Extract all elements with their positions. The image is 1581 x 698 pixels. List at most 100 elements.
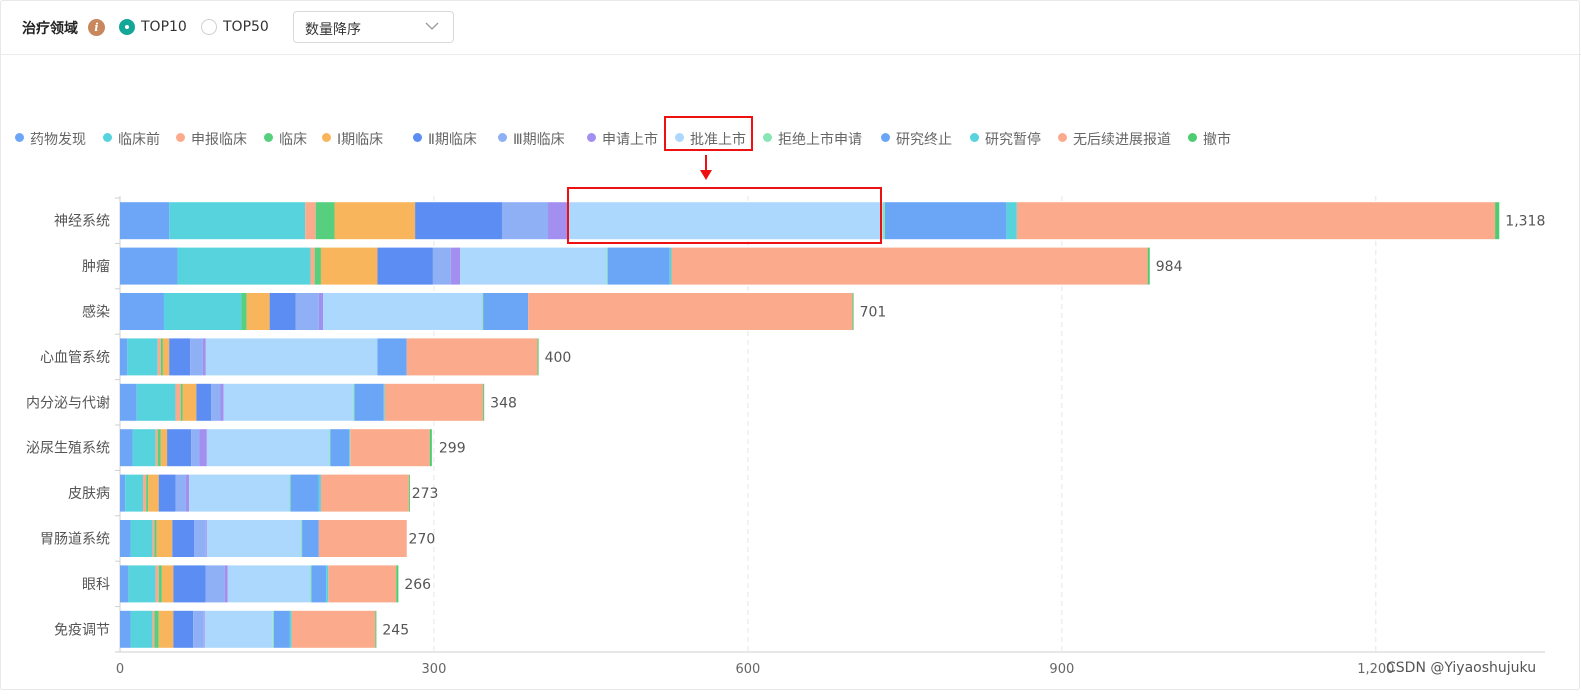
data-label: 348: [490, 395, 517, 411]
bar-segment: [305, 202, 316, 240]
bar-segment: [177, 247, 311, 285]
bar-segment: [143, 474, 147, 512]
data-label: 701: [860, 305, 887, 321]
bar-segment: [120, 247, 178, 285]
legend-label: 研究终止: [896, 132, 952, 148]
radio-top50[interactable]: [201, 19, 217, 35]
y-tick-label: 心血管系统: [40, 350, 110, 366]
bar-segment: [120, 202, 170, 240]
bar-segment: [483, 293, 529, 330]
bar-segment: [291, 610, 376, 648]
legend-label: 拒绝上市申请: [778, 132, 862, 148]
bar-segment: [852, 293, 854, 330]
bar-segment: [211, 383, 221, 421]
data-label: 299: [439, 441, 466, 457]
bar-segment: [148, 474, 159, 512]
bar-segment: [311, 565, 327, 603]
legend-dot-icon: [413, 133, 422, 142]
bar-segment: [175, 383, 181, 421]
legend-label: 无后续进展报道: [1073, 132, 1171, 148]
x-tick-label: 300: [422, 662, 447, 677]
radio-top10[interactable]: [119, 19, 135, 35]
bar-segment: [130, 610, 153, 648]
bar-segment: [606, 247, 608, 285]
bar-segment: [882, 202, 885, 240]
legend-label: 撤市: [1203, 132, 1231, 148]
legend-dot-icon: [587, 133, 596, 142]
bar-segment: [568, 202, 883, 240]
bar-segment: [301, 520, 303, 557]
bar-segment: [190, 338, 203, 376]
bar-segment: [429, 429, 432, 467]
bar-segment: [290, 474, 319, 512]
bar-segment: [669, 247, 672, 285]
bar-segment: [162, 338, 170, 376]
y-tick-label: 内分泌与代谢: [26, 395, 110, 411]
sort-select-value: 数量降序: [305, 22, 361, 38]
bar-segment: [202, 338, 206, 376]
bar-segment: [120, 520, 131, 557]
filter-label: 治疗领域: [22, 21, 78, 37]
bar-segment: [310, 565, 312, 603]
bar-segment: [203, 610, 205, 648]
bar-segment: [154, 610, 159, 648]
legend-label: Ⅱ期临床: [428, 132, 477, 148]
bar-segment: [161, 565, 174, 603]
info-icon[interactable]: i: [88, 19, 105, 36]
radio-top10-label[interactable]: TOP10: [141, 19, 187, 35]
bar-segment: [241, 293, 247, 330]
bar-segment: [354, 383, 384, 421]
y-tick-label: 免疫调节: [54, 622, 110, 638]
bar-segment: [415, 202, 502, 240]
bar-segment: [607, 247, 670, 285]
bar-segment: [315, 202, 335, 240]
bar-segment: [328, 565, 397, 603]
legend-dot-icon: [103, 133, 112, 142]
x-tick-label: 0: [116, 662, 124, 677]
bar-segment: [220, 383, 224, 421]
bar-segment: [193, 610, 204, 648]
bar-segment: [349, 429, 351, 467]
bar-segment: [158, 474, 176, 512]
bar-segment: [120, 338, 128, 376]
bar-segment: [127, 338, 158, 376]
bar-segment: [375, 610, 377, 648]
bar-segment: [146, 474, 149, 512]
sort-select[interactable]: 数量降序: [293, 11, 454, 43]
arrow-down-icon: [700, 155, 712, 180]
bar-segment: [353, 383, 355, 421]
bar-segment: [223, 383, 354, 421]
bar-segment: [175, 474, 186, 512]
legend-dot-icon: [1188, 133, 1197, 142]
bar-segment: [172, 520, 195, 557]
bar-segment: [194, 520, 206, 557]
bar-segment: [384, 383, 484, 421]
y-tick-label: 皮肤病: [68, 486, 110, 502]
bar-segment: [206, 520, 302, 557]
bar-highlight-box: [567, 187, 882, 244]
bar-segment: [406, 338, 538, 376]
bar-segment: [120, 610, 131, 648]
data-label: 1,318: [1505, 214, 1545, 230]
bar-segment: [330, 429, 350, 467]
radio-top50-label[interactable]: TOP50: [223, 19, 269, 35]
data-label: 984: [1156, 259, 1183, 275]
bar-segment: [273, 610, 290, 648]
bar-segment: [155, 565, 159, 603]
legend-dot-icon: [675, 133, 684, 142]
bar-segment: [548, 202, 569, 240]
x-tick-label: 600: [735, 662, 760, 677]
data-label: 266: [404, 577, 431, 593]
bar-segment: [320, 247, 378, 285]
legend-highlight-box: [664, 116, 753, 151]
bar-segment: [318, 474, 321, 512]
legend-label: 申报临床: [191, 132, 247, 148]
bar-segment: [173, 565, 206, 603]
bar-segment: [460, 247, 607, 285]
bar-segment: [501, 202, 549, 240]
legend-dot-icon: [264, 133, 273, 142]
bar-segment: [205, 520, 207, 557]
bar-segment: [152, 610, 155, 648]
bar-segment: [120, 474, 126, 512]
